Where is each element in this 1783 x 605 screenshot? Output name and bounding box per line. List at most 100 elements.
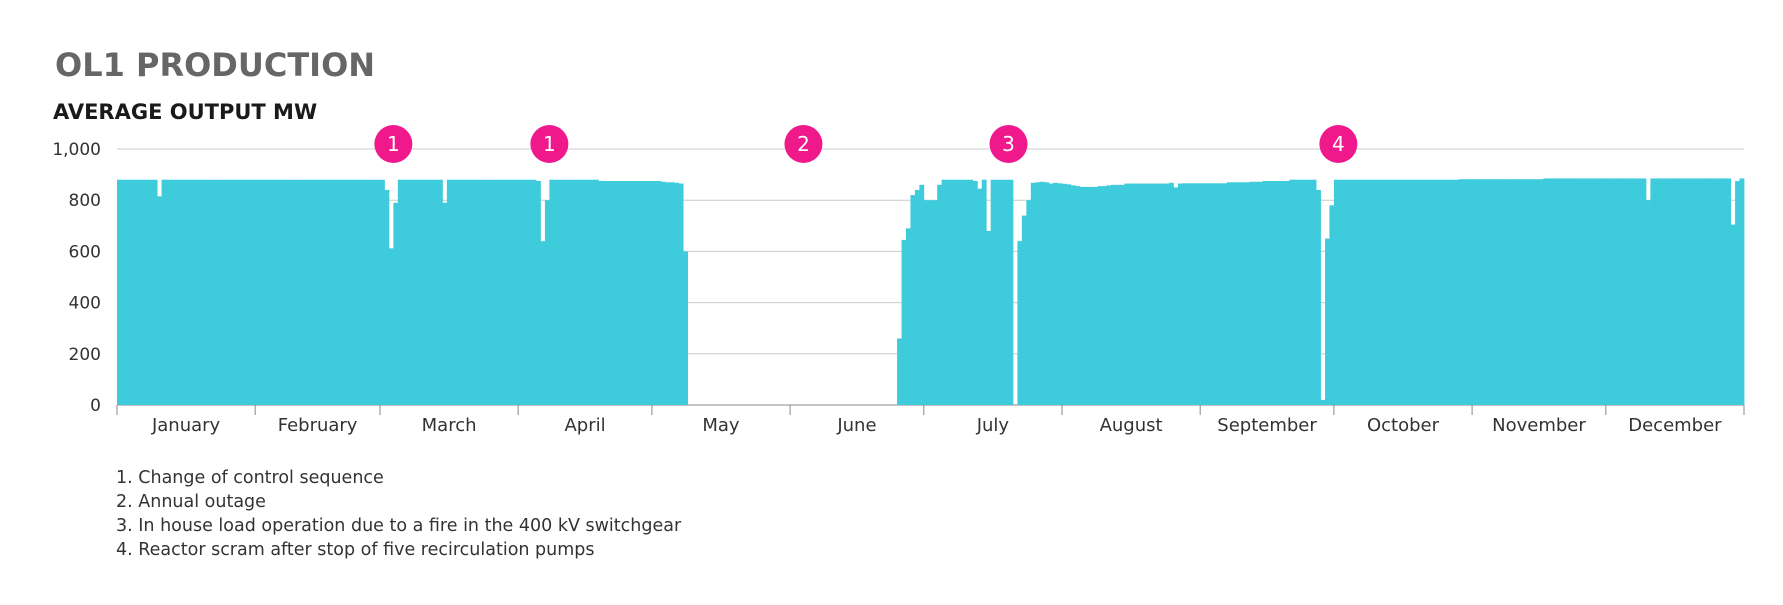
bar bbox=[1650, 178, 1656, 405]
bar bbox=[1284, 181, 1290, 405]
bar bbox=[1538, 179, 1544, 405]
bar bbox=[1547, 178, 1553, 405]
bar bbox=[339, 179, 345, 405]
bar bbox=[602, 181, 608, 405]
bar bbox=[1209, 183, 1214, 405]
bar bbox=[1387, 179, 1393, 405]
bar bbox=[1454, 179, 1460, 405]
bar bbox=[1414, 179, 1419, 405]
bar bbox=[567, 179, 573, 405]
bar bbox=[411, 179, 417, 405]
bar bbox=[527, 179, 532, 405]
bar bbox=[1124, 183, 1130, 405]
bar bbox=[192, 179, 198, 405]
x-tick-label: January bbox=[151, 415, 221, 436]
note-item: 4. Reactor scram after stop of five reci… bbox=[116, 540, 595, 560]
bar bbox=[134, 179, 140, 405]
y-tick-label: 800 bbox=[69, 191, 101, 211]
bar bbox=[1111, 184, 1116, 405]
bar bbox=[1534, 179, 1540, 405]
bar bbox=[1066, 184, 1072, 405]
bar bbox=[232, 179, 238, 405]
bar bbox=[1017, 241, 1023, 405]
bar bbox=[1338, 179, 1344, 405]
bar bbox=[228, 179, 234, 405]
bar bbox=[1623, 178, 1629, 405]
note-item: 3. In house load operation due to a fire… bbox=[116, 516, 682, 536]
bar bbox=[616, 181, 622, 405]
bar bbox=[295, 179, 301, 405]
bar bbox=[1200, 183, 1206, 405]
bar bbox=[1226, 182, 1232, 405]
bar bbox=[1173, 187, 1179, 405]
bar bbox=[1146, 183, 1152, 405]
bar bbox=[1690, 178, 1696, 405]
bar bbox=[326, 179, 332, 405]
y-axis: 0 200 400 600 800 1,000 bbox=[52, 140, 101, 416]
y-tick-label: 600 bbox=[69, 242, 101, 262]
bar bbox=[1253, 181, 1259, 405]
bar bbox=[1168, 182, 1174, 405]
bar bbox=[999, 179, 1005, 405]
bar bbox=[1347, 179, 1353, 405]
notes-list: 1. Change of control sequence 2. Annual … bbox=[116, 466, 681, 562]
bar bbox=[1516, 179, 1522, 405]
y-tick-label: 1,000 bbox=[52, 140, 101, 160]
bar bbox=[286, 179, 292, 405]
bar bbox=[406, 179, 412, 405]
annotation-marker-circle bbox=[530, 125, 569, 163]
bar bbox=[1244, 182, 1250, 405]
note-item: 2. Annual outage bbox=[116, 492, 266, 512]
bar bbox=[1374, 179, 1379, 405]
bar bbox=[1298, 179, 1304, 405]
bar bbox=[313, 179, 318, 405]
bar bbox=[1057, 183, 1063, 405]
bar bbox=[1717, 178, 1723, 405]
bar bbox=[901, 239, 907, 405]
bar bbox=[1360, 179, 1366, 405]
bar bbox=[981, 179, 987, 405]
x-tick-label: May bbox=[702, 415, 740, 436]
bar bbox=[330, 179, 336, 405]
bar bbox=[607, 181, 613, 405]
bar bbox=[1583, 178, 1589, 405]
bar bbox=[322, 179, 327, 405]
y-tick-label: 200 bbox=[69, 345, 101, 365]
bar bbox=[946, 179, 951, 405]
bar bbox=[1561, 178, 1567, 405]
bar bbox=[1191, 183, 1197, 405]
bar bbox=[941, 179, 947, 405]
bar bbox=[1405, 179, 1411, 405]
bar bbox=[1525, 179, 1531, 405]
note-item: 1. Change of control sequence bbox=[116, 468, 384, 488]
bar bbox=[910, 195, 916, 405]
bar bbox=[919, 184, 925, 405]
bar bbox=[1048, 183, 1054, 405]
bar bbox=[1565, 178, 1571, 405]
bar bbox=[1382, 179, 1388, 405]
bar bbox=[1311, 179, 1317, 405]
bar bbox=[959, 179, 965, 405]
bar bbox=[255, 179, 261, 405]
page-title: OL1 PRODUCTION bbox=[55, 46, 376, 84]
bar bbox=[1632, 178, 1638, 405]
bar bbox=[1342, 179, 1348, 405]
bar bbox=[937, 184, 943, 405]
annotation-marker-label: 1 bbox=[543, 132, 556, 156]
bar bbox=[1489, 179, 1495, 405]
annotation-marker-circle bbox=[1319, 125, 1358, 163]
bar bbox=[518, 179, 524, 405]
bar bbox=[1026, 200, 1032, 405]
bar bbox=[955, 179, 960, 405]
bar bbox=[620, 181, 626, 405]
bar bbox=[1302, 179, 1308, 405]
bar bbox=[589, 179, 595, 405]
bar bbox=[990, 179, 996, 405]
bar bbox=[683, 251, 688, 405]
bar bbox=[1637, 178, 1642, 405]
bar bbox=[482, 179, 488, 405]
bar bbox=[1151, 183, 1157, 405]
bar bbox=[1472, 179, 1477, 405]
bar bbox=[1436, 179, 1442, 405]
bar bbox=[963, 179, 969, 405]
